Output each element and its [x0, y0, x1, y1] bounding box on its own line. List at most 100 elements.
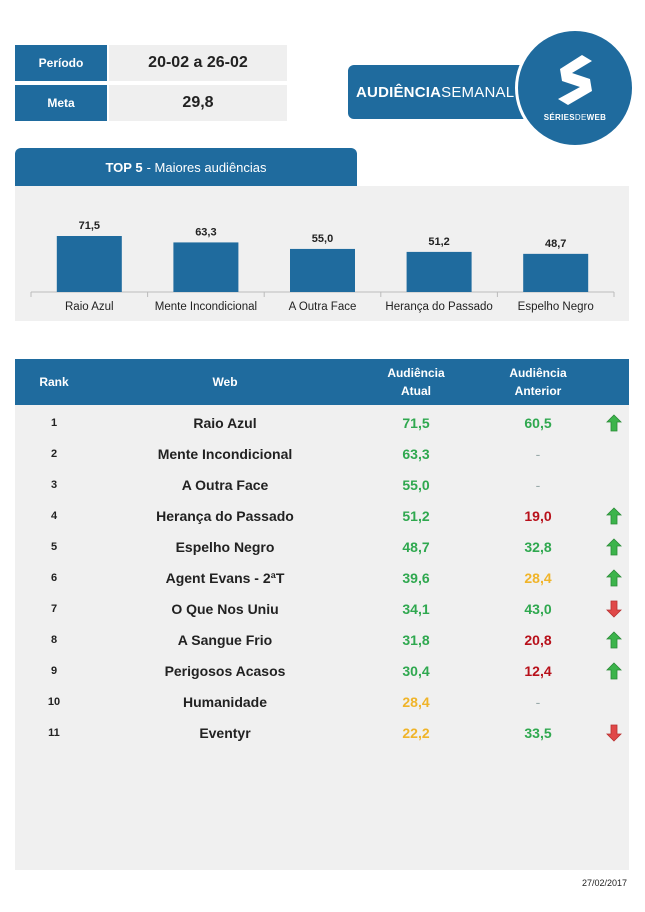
period-value: 20-02 a 26-02: [109, 45, 287, 81]
data-label: 63,3: [195, 226, 216, 238]
current-audience-cell: 63,3: [402, 445, 430, 462]
brand-name: SÉRIESDEWEB: [543, 113, 607, 122]
previous-audience-cell: 12,4: [524, 662, 552, 679]
previous-audience-cell: -: [535, 476, 541, 493]
brand-logo: SÉRIESDEWEB: [515, 28, 635, 148]
previous-audience-cell: 60,5: [524, 414, 552, 431]
previous-audience-cell: 19,0: [524, 507, 552, 524]
current-audience-cell: 31,8: [402, 631, 430, 648]
arrow-up-icon: [603, 562, 625, 593]
brand-title-bold: AUDIÊNCIA: [356, 83, 442, 101]
arrow-down-icon: [603, 593, 625, 624]
rank-cell: 4: [50, 509, 58, 522]
table-row: 7 O Que Nos Uniu 34,1 43,0: [15, 593, 629, 624]
table-row: 3 A Outra Face 55,0 -: [15, 469, 629, 500]
table-row: 9 Perigosos Acasos 30,4 12,4: [15, 655, 629, 686]
top5-header: TOP 5- Maiores audiências: [15, 148, 357, 186]
x-tick-label: Herança do Passado: [385, 301, 492, 313]
bar: [406, 251, 472, 292]
table-row: 4 Herança do Passado 51,2 19,0: [15, 500, 629, 531]
rank-cell: 10: [47, 695, 61, 708]
header-current: Audiência Atual: [387, 366, 445, 398]
ranking-table-header: Rank Web Audiência Atual Audiência Anter…: [15, 359, 629, 405]
bar: [56, 236, 122, 292]
table-row: 8 A Sangue Frio 31,8 20,8: [15, 624, 629, 655]
table-row: 11 Eventyr 22,2 33,5: [15, 717, 629, 748]
data-label: 48,7: [545, 238, 566, 250]
top5-chart-panel: 71,5 Raio Azul 63,3 Mente Incondicional 55,0…: [15, 186, 629, 321]
web-series-cell: O Que Nos Uniu: [171, 600, 279, 617]
web-series-cell: Herança do Passado: [156, 507, 294, 524]
current-audience-cell: 39,6: [402, 569, 430, 586]
rank-cell: 7: [50, 602, 58, 615]
s-logo-icon: [558, 55, 592, 105]
current-audience-cell: 34,1: [402, 600, 430, 617]
arrow-down-icon: [603, 717, 625, 748]
web-series-cell: Mente Incondicional: [157, 445, 293, 462]
arrow-up-icon: [603, 531, 625, 562]
previous-audience-cell: 32,8: [524, 538, 552, 555]
rank-cell: 9: [50, 664, 58, 677]
current-audience-cell: 30,4: [402, 662, 430, 679]
arrow-up-icon: [603, 500, 625, 531]
rank-cell: 11: [48, 726, 60, 739]
current-audience-cell: 55,0: [402, 476, 430, 493]
brand-banner: AUDIÊNCIA SEMANAL: [348, 65, 548, 119]
previous-audience-cell: 28,4: [524, 569, 552, 586]
brand-title-light: SEMANAL: [441, 83, 515, 101]
current-audience-cell: 22,2: [402, 724, 430, 741]
previous-audience-cell: 20,8: [524, 631, 552, 648]
x-tick-label: A Outra Face: [289, 301, 357, 313]
table-row: 6 Agent Evans - 2ªT 39,6 28,4: [15, 562, 629, 593]
web-series-cell: Perigosos Acasos: [164, 662, 286, 679]
data-label: 71,5: [79, 220, 100, 232]
meta-value: 29,8: [109, 85, 287, 121]
header-rank: Rank: [39, 375, 69, 389]
period-label: Período: [15, 45, 107, 81]
top5-header-text: - Maiores audiências: [146, 159, 267, 175]
header-previous: Audiência Anterior: [509, 366, 567, 398]
web-series-cell: Espelho Negro: [175, 538, 275, 555]
current-audience-cell: 51,2: [402, 507, 430, 524]
previous-audience-cell: -: [535, 693, 541, 710]
arrow-up-icon: [603, 407, 625, 438]
data-label: 55,0: [312, 233, 333, 245]
rank-cell: 3: [50, 478, 58, 491]
x-tick-label: Espelho Negro: [518, 301, 594, 313]
previous-audience-cell: -: [535, 445, 541, 462]
top5-header-bold: TOP 5: [105, 159, 143, 175]
web-series-cell: Humanidade: [182, 693, 267, 710]
rank-cell: 5: [50, 540, 58, 553]
table-row: 5 Espelho Negro 48,7 32,8: [15, 531, 629, 562]
web-series-cell: Agent Evans - 2ªT: [165, 569, 285, 586]
bar: [290, 248, 355, 292]
rank-cell: 8: [50, 633, 58, 646]
table-row: 1 Raio Azul 71,5 60,5: [15, 407, 629, 438]
data-label: 51,2: [428, 236, 449, 248]
x-tick-label: Raio Azul: [65, 301, 114, 313]
table-row: 10 Humanidade 28,4 -: [15, 686, 629, 717]
current-audience-cell: 28,4: [402, 693, 430, 710]
arrow-up-icon: [603, 624, 625, 655]
current-audience-cell: 71,5: [402, 414, 430, 431]
rank-cell: 1: [50, 416, 58, 429]
arrow-up-icon: [603, 655, 625, 686]
top5-bar-chart: 71,5 Raio Azul 63,3 Mente Incondicional 55,0…: [30, 220, 615, 313]
web-series-cell: Raio Azul: [193, 414, 257, 431]
web-series-cell: Eventyr: [199, 724, 251, 741]
header-web: Web: [212, 375, 238, 389]
previous-audience-cell: 33,5: [524, 724, 552, 741]
rank-cell: 6: [50, 571, 58, 584]
rank-cell: 2: [50, 447, 58, 460]
ranking-table-body: 1 Raio Azul 71,5 60,5 2 Mente Incondicional 63…: [15, 405, 629, 870]
table-row: 2 Mente Incondicional 63,3 -: [15, 438, 629, 469]
report-date: 27/02/2017: [581, 878, 627, 888]
meta-label: Meta: [15, 85, 107, 121]
x-tick-label: Mente Incondicional: [155, 301, 257, 313]
web-series-cell: A Outra Face: [181, 476, 269, 493]
bar: [523, 253, 589, 292]
current-audience-cell: 48,7: [402, 538, 430, 555]
bar: [173, 242, 239, 292]
previous-audience-cell: 43,0: [524, 600, 552, 617]
web-series-cell: A Sangue Frio: [177, 631, 273, 648]
